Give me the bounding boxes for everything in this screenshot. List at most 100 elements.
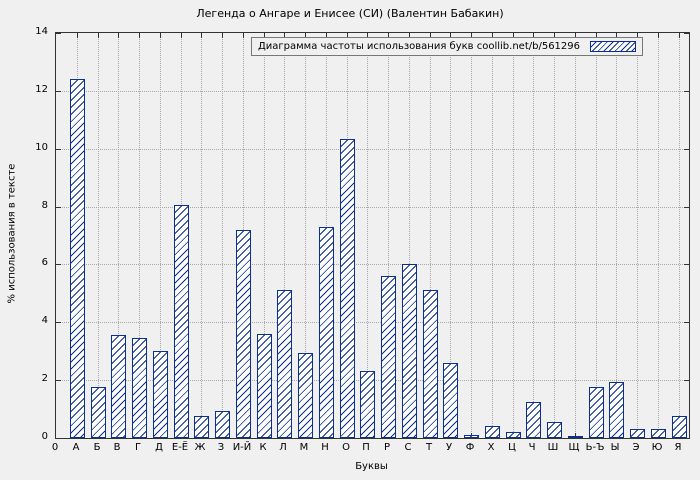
gridline-v	[430, 33, 431, 438]
gridline-v	[471, 33, 472, 438]
bar-Н	[319, 227, 334, 438]
x-tick-label: И-Й	[232, 442, 252, 453]
x-tick-mark	[264, 33, 265, 38]
x-tick-mark	[181, 33, 182, 38]
bar-Ц	[506, 432, 521, 438]
bar-С	[402, 264, 417, 438]
y-tick-label: 0	[41, 431, 48, 442]
x-tick-mark	[77, 33, 78, 38]
x-tick-mark	[347, 33, 348, 38]
bar-П	[360, 371, 375, 438]
bar-К	[257, 334, 272, 438]
x-tick-mark	[492, 33, 493, 38]
legend-swatch	[590, 41, 636, 52]
gridline-v	[160, 33, 161, 438]
x-tick-mark	[616, 33, 617, 38]
x-tick-label: О	[342, 442, 350, 453]
x-tick-mark	[513, 33, 514, 38]
x-tick-mark	[326, 33, 327, 38]
y-tick-mark	[56, 149, 61, 150]
x-tick-mark	[575, 33, 576, 38]
x-tick-mark	[367, 33, 368, 38]
x-tick-mark	[160, 33, 161, 38]
gridline-v	[616, 33, 617, 438]
bar-З	[215, 411, 230, 438]
x-tick-label: Р	[383, 442, 391, 453]
y-tick-label: 4	[41, 315, 48, 326]
x-tick-mark	[139, 33, 140, 38]
x-tick-label: Щ	[568, 442, 580, 453]
y-tick-mark	[684, 149, 689, 150]
x-tick-mark	[471, 33, 472, 38]
y-tick-label: 2	[41, 373, 48, 384]
bar-Х	[485, 426, 500, 438]
bar-Т	[423, 290, 438, 438]
x-tick-mark	[284, 33, 285, 38]
gridline-v	[367, 33, 368, 438]
x-tick-label: М	[299, 442, 309, 453]
gridline-h	[56, 322, 689, 323]
x-tick-mark	[679, 33, 680, 38]
y-tick-mark	[56, 33, 61, 34]
x-tick-label: К	[259, 442, 267, 453]
x-tick-mark	[430, 33, 431, 38]
x-tick-label: Ц	[508, 442, 516, 453]
legend-label: Диаграмма частоты использования букв coo…	[257, 41, 580, 52]
y-axis-label: % использования в тексте	[6, 163, 18, 304]
gridline-v	[658, 33, 659, 438]
gridline-v	[513, 33, 514, 438]
x-tick-mark	[409, 33, 410, 38]
x-tick-mark	[388, 33, 389, 38]
bar-Я	[672, 416, 687, 438]
chart-title: Легенда о Ангаре и Енисее (СИ) (Валентин…	[196, 7, 504, 20]
bar-А	[70, 79, 85, 438]
gridline-v	[533, 33, 534, 438]
gridline-h	[56, 207, 689, 208]
bar-О	[340, 139, 355, 438]
bar-Г	[132, 338, 147, 438]
x-tick-label: Н	[321, 442, 329, 453]
bar-Ф	[464, 435, 479, 438]
x-tick-label: В	[113, 442, 121, 453]
x-tick-mark	[450, 33, 451, 38]
gridline-v	[492, 33, 493, 438]
gridline-v	[575, 33, 576, 438]
gridline-v	[139, 33, 140, 438]
x-tick-mark	[243, 33, 244, 38]
x-tick-label: Ш	[547, 442, 559, 453]
y-tick-label: 8	[41, 200, 48, 211]
bar-М	[298, 353, 313, 438]
x-tick-label: А	[72, 442, 80, 453]
bar-Ж	[194, 416, 209, 438]
x-tick-label: Б	[93, 442, 101, 453]
y-tick-mark	[684, 91, 689, 92]
gridline-v	[305, 33, 306, 438]
x-tick-label: Ь-Ъ	[585, 442, 605, 453]
x-tick-mark	[575, 433, 576, 438]
y-tick-mark	[684, 264, 689, 265]
x-tick-label: З	[217, 442, 225, 453]
x-tick-label: Ч	[528, 442, 536, 453]
x-tick-label: Д	[155, 442, 163, 453]
gridline-h	[56, 264, 689, 265]
x-tick-mark	[305, 33, 306, 38]
bar-В	[111, 335, 126, 438]
gridline-v	[679, 33, 680, 438]
y-tick-label: 6	[41, 257, 48, 268]
legend: Диаграмма частоты использования букв coo…	[250, 37, 643, 56]
x-tick-mark	[118, 33, 119, 38]
x-tick-mark	[658, 33, 659, 38]
gridline-v	[222, 33, 223, 438]
x-origin-label: 0	[51, 442, 59, 453]
bar-Е-Ё	[174, 205, 189, 438]
x-tick-label: Х	[487, 442, 495, 453]
x-tick-mark	[533, 33, 534, 38]
gridline-v	[637, 33, 638, 438]
bar-Щ	[568, 436, 583, 438]
x-tick-mark	[201, 33, 202, 38]
gridline-v	[98, 33, 99, 438]
x-tick-label: У	[445, 442, 453, 453]
gridline-v	[596, 33, 597, 438]
x-tick-mark	[637, 33, 638, 38]
